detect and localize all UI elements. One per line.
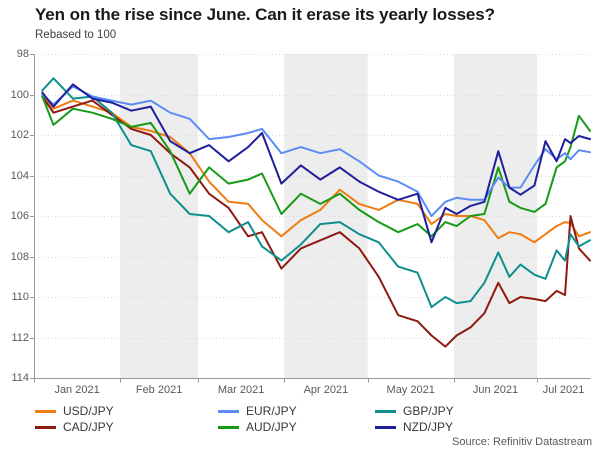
legend-color-swatch xyxy=(375,425,396,429)
legend-label: CAD/JPY xyxy=(63,420,114,434)
x-tick-label: May 2021 xyxy=(386,384,435,396)
series-line-eur-jpy xyxy=(41,85,591,217)
series-line-nzd-jpy xyxy=(41,83,591,244)
legend-label: NZD/JPY xyxy=(403,420,454,434)
legend-color-swatch xyxy=(35,425,56,429)
legend-item-aud-jpy: AUD/JPY xyxy=(218,420,297,434)
legend-item-gbp-jpy: GBP/JPY xyxy=(375,404,454,418)
series-line-cad-jpy xyxy=(41,95,591,348)
x-tick-label: Mar 2021 xyxy=(217,384,265,396)
y-tick-label: 106 xyxy=(10,210,29,222)
series-lines xyxy=(41,77,591,348)
y-tick-label: 102 xyxy=(10,129,29,141)
x-tick-label: Apr 2021 xyxy=(303,384,349,396)
legend-item-nzd-jpy: NZD/JPY xyxy=(375,420,453,434)
x-tick-label: Feb 2021 xyxy=(135,384,183,396)
series-line-usd-jpy xyxy=(41,93,591,244)
legend-color-swatch xyxy=(375,409,396,413)
chart-subtitle: Rebased to 100 xyxy=(35,29,117,41)
legend-item-eur-jpy: EUR/JPY xyxy=(218,404,297,418)
source-attribution: Source: Refinitiv Datastream xyxy=(452,436,592,448)
x-tick-label: Jan 2021 xyxy=(54,384,100,396)
legend-color-swatch xyxy=(218,425,239,429)
x-tick-label: Jul 2021 xyxy=(542,384,585,396)
axes xyxy=(30,54,591,383)
legend-item-usd-jpy: USD/JPY xyxy=(35,404,114,418)
legend-label: GBP/JPY xyxy=(403,404,454,418)
series-line-aud-jpy xyxy=(41,95,591,238)
month-shading-band xyxy=(120,54,198,378)
legend-color-swatch xyxy=(35,409,56,413)
y-tick-label: 98 xyxy=(16,48,29,60)
y-tick-label: 100 xyxy=(10,88,29,101)
legend-label: USD/JPY xyxy=(63,404,114,418)
y-tick-label: 108 xyxy=(10,250,29,263)
legend-label: AUD/JPY xyxy=(246,420,297,434)
legend-color-swatch xyxy=(218,409,239,413)
y-tick-label: 112 xyxy=(11,331,29,344)
series-line-gbp-jpy xyxy=(41,77,591,309)
chart-title: Yen on the rise since June. Can it erase… xyxy=(35,5,495,24)
x-tick-label: Jun 2021 xyxy=(472,384,519,396)
y-tick-label: 104 xyxy=(10,169,29,182)
y-tick-label: 110 xyxy=(11,291,29,303)
legend-label: EUR/JPY xyxy=(246,404,297,418)
legend-item-cad-jpy: CAD/JPY xyxy=(35,420,114,434)
y-tick-label: 114 xyxy=(11,372,29,384)
month-shading-band xyxy=(284,54,368,378)
